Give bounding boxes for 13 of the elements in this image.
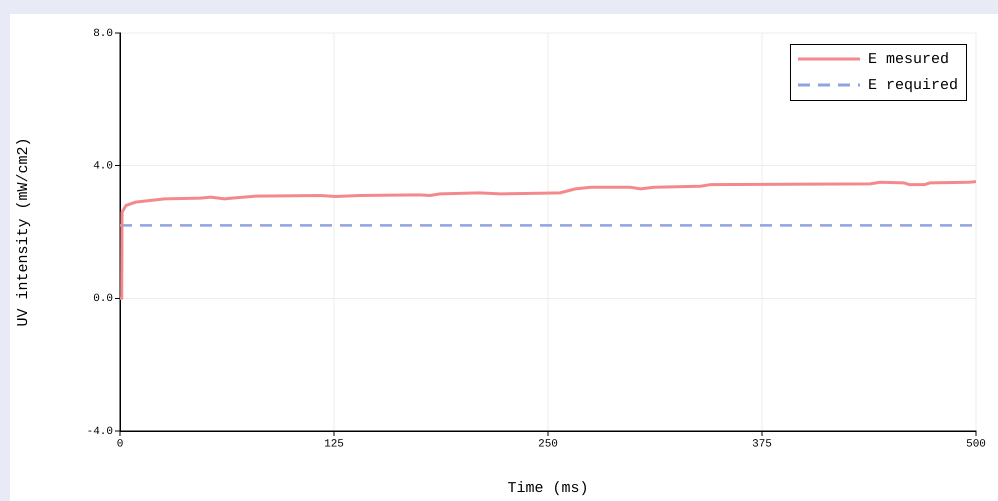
y-tick-label: 0.0 bbox=[93, 293, 113, 306]
y-tick-label: 8.0 bbox=[93, 28, 113, 40]
y-axis-title: UV intensity (mW/cm2) bbox=[14, 137, 32, 327]
x-tick-label: 500 bbox=[966, 438, 986, 450]
x-tick-label: 0 bbox=[116, 438, 124, 450]
x-tick-label: 250 bbox=[538, 438, 558, 450]
x-tick-label: 125 bbox=[324, 438, 344, 450]
x-tick-label: 375 bbox=[752, 438, 772, 450]
y-tick-label: -4.0 bbox=[86, 426, 113, 438]
y-tick-label: 4.0 bbox=[93, 160, 113, 173]
legend-label: E required bbox=[868, 76, 958, 94]
legend-label: E mesured bbox=[868, 50, 949, 68]
x-axis-title: Time (ms) bbox=[507, 480, 589, 497]
